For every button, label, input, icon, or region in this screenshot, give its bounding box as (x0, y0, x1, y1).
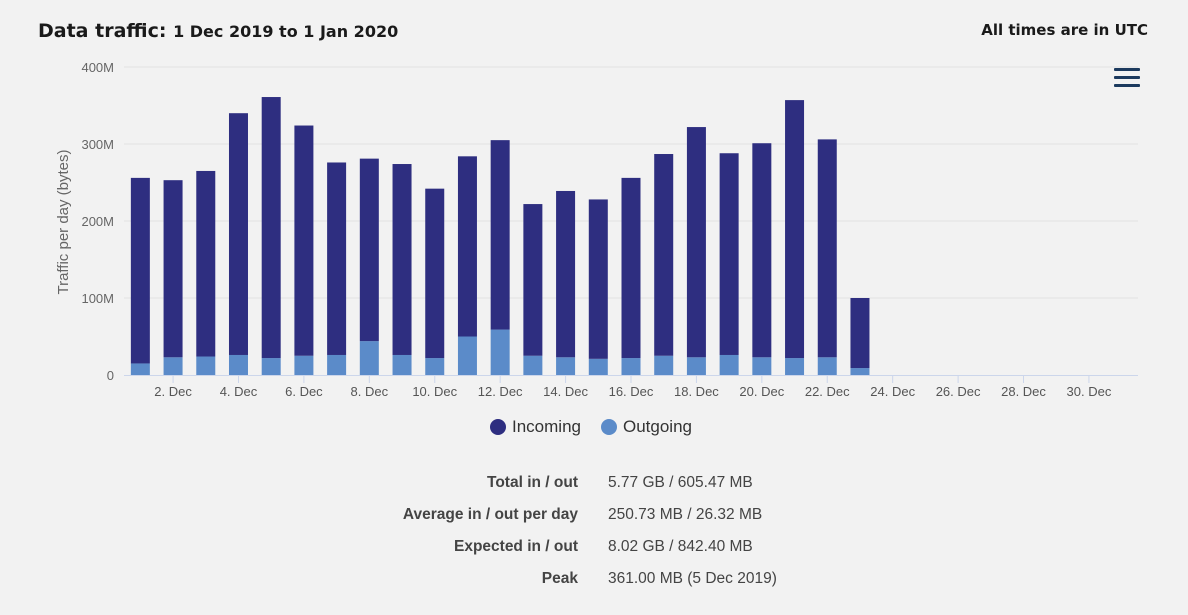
y-tick-label: 400M (81, 60, 114, 75)
bar-incoming (490, 140, 510, 330)
bar-incoming (654, 154, 674, 356)
bar-incoming (588, 199, 608, 359)
chart-legend: Incoming Outgoing (490, 417, 692, 437)
traffic-stats: Total in / out 5.77 GB / 605.47 MB Avera… (0, 474, 1188, 602)
bar-incoming (392, 164, 412, 355)
x-tick-label: 12. Dec (478, 384, 523, 399)
x-tick-label: 8. Dec (351, 384, 389, 399)
x-tick-label: 14. Dec (543, 384, 588, 399)
bar-outgoing (327, 354, 347, 375)
traffic-chart: 0 100M 200M 300M 400M Traffic per day (bytes)… (55, 60, 1138, 399)
bar-outgoing (425, 358, 445, 375)
stat-row-expected: Expected in / out 8.02 GB / 842.40 MB (0, 538, 1188, 570)
y-tick-label: 0 (107, 368, 114, 383)
bar-incoming (457, 156, 477, 337)
bar-incoming (817, 139, 837, 358)
x-tick-label: 16. Dec (609, 384, 654, 399)
bar-outgoing (817, 357, 837, 375)
y-tick-label: 300M (81, 137, 114, 152)
x-tick-label: 6. Dec (285, 384, 323, 399)
bar-incoming (261, 97, 281, 359)
bar-outgoing (785, 358, 805, 375)
title-prefix: Data traffic: (38, 20, 167, 42)
bar-outgoing (457, 336, 477, 375)
x-tick-label: 24. Dec (870, 384, 915, 399)
stat-value: 250.73 MB / 26.32 MB (608, 506, 763, 523)
bar-outgoing (294, 355, 314, 375)
x-tick-label: 30. Dec (1067, 384, 1112, 399)
stat-row-total: Total in / out 5.77 GB / 605.47 MB (0, 474, 1188, 506)
y-tick-label: 200M (81, 214, 114, 229)
stat-row-peak: Peak 361.00 MB (5 Dec 2019) (0, 570, 1188, 602)
x-tick-label: 26. Dec (936, 384, 981, 399)
bar-incoming (556, 190, 576, 358)
y-axis-title: Traffic per day (bytes) (55, 149, 72, 294)
bar-incoming (130, 177, 150, 364)
legend-item-outgoing[interactable]: Outgoing (600, 417, 692, 437)
bar-incoming (621, 177, 641, 359)
legend-dot-outgoing (600, 419, 617, 435)
bar-outgoing (163, 357, 183, 375)
hamburger-menu-icon[interactable] (1114, 68, 1140, 90)
x-tick-label: 4. Dec (220, 384, 258, 399)
title-date-range: 1 Dec 2019 to 1 Jan 2020 (173, 22, 399, 41)
bar-outgoing (392, 354, 412, 375)
bar-incoming (228, 113, 248, 355)
stat-label: Total in / out (487, 474, 578, 491)
legend-dot-incoming (490, 419, 506, 435)
bar-outgoing (261, 358, 281, 375)
bar-incoming (359, 158, 379, 342)
y-tick-label: 100M (81, 291, 114, 306)
legend-label-incoming: Incoming (512, 417, 581, 436)
x-tick-label: 20. Dec (739, 384, 784, 399)
legend-item-incoming[interactable]: Incoming (490, 417, 581, 437)
bar-incoming (850, 298, 870, 369)
stat-row-average: Average in / out per day 250.73 MB / 26.… (0, 506, 1188, 538)
x-tick-label: 10. Dec (412, 384, 457, 399)
bar-outgoing (523, 355, 543, 375)
legend-label-outgoing: Outgoing (622, 417, 692, 436)
stat-label: Peak (541, 570, 578, 587)
bar-incoming (686, 127, 706, 358)
bar-incoming (294, 125, 314, 356)
bar-incoming (425, 188, 445, 359)
x-tick-label: 22. Dec (805, 384, 850, 399)
page-title: Data traffic: 1 Dec 2019 to 1 Jan 2020 (38, 20, 398, 42)
stat-label: Expected in / out (453, 538, 578, 555)
bar-outgoing (196, 356, 216, 375)
bar-incoming (327, 162, 347, 355)
bar-incoming (752, 143, 772, 358)
bar-outgoing (654, 355, 674, 375)
bar-incoming (163, 180, 183, 358)
bar-outgoing (588, 358, 608, 375)
bar-outgoing (686, 357, 706, 375)
stat-value: 5.77 GB / 605.47 MB (608, 474, 753, 491)
timezone-note: All times are in UTC (981, 21, 1148, 39)
bar-outgoing (130, 363, 150, 375)
bar-outgoing (850, 368, 870, 375)
bar-incoming (523, 204, 543, 356)
bar-incoming (719, 153, 739, 355)
bar-outgoing (719, 354, 739, 375)
bar-outgoing (228, 354, 248, 375)
bar-outgoing (556, 357, 576, 375)
bar-outgoing (621, 358, 641, 375)
bar-incoming (196, 170, 216, 357)
x-tick-label: 18. Dec (674, 384, 719, 399)
stat-value: 8.02 GB / 842.40 MB (608, 538, 753, 555)
x-tick-label: 28. Dec (1001, 384, 1046, 399)
bar-outgoing (490, 329, 510, 375)
x-tick-label: 2. Dec (154, 384, 192, 399)
bar-outgoing (752, 357, 772, 375)
stat-label: Average in / out per day (402, 506, 578, 523)
stat-value: 361.00 MB (5 Dec 2019) (608, 570, 777, 587)
bar-outgoing (359, 341, 379, 375)
bar-incoming (785, 100, 805, 359)
